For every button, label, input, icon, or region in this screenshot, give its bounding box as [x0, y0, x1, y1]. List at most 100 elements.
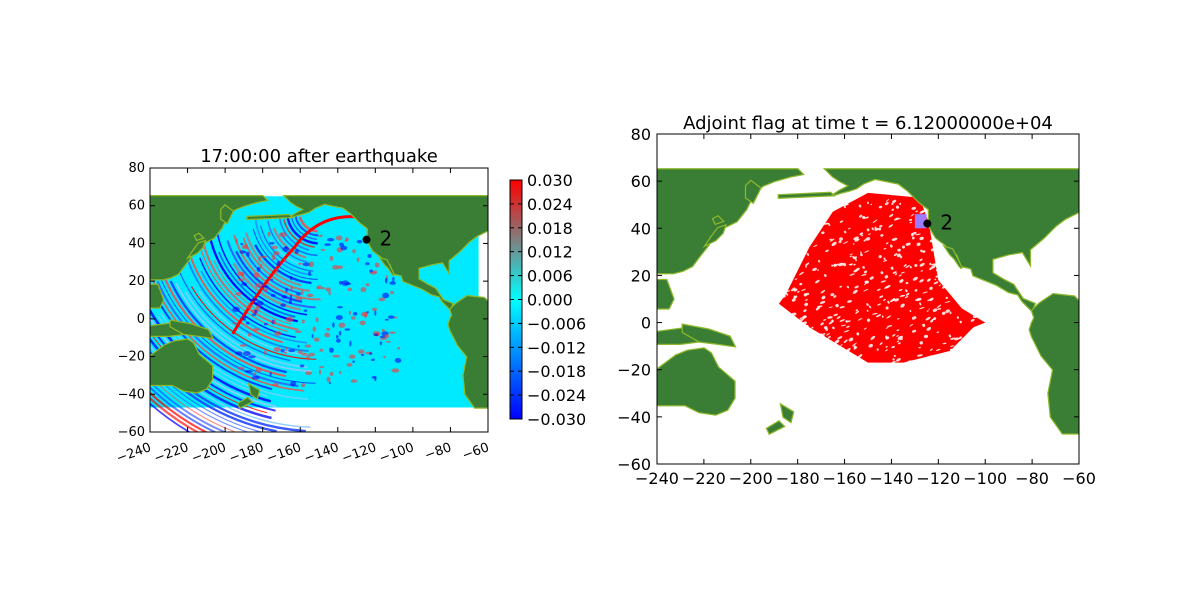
flag-gap [814, 349, 818, 353]
flag-gap [885, 349, 888, 352]
flag-gap [799, 282, 803, 286]
colorbar-tick-label: 0.006 [527, 267, 573, 286]
right-gauge-label: 2 [940, 211, 953, 235]
flag-gap [794, 335, 797, 338]
flag-gap [849, 273, 855, 276]
flag-gap [879, 342, 883, 345]
x-tick-label: −160 [823, 469, 867, 488]
left-gauge-label: 2 [380, 227, 393, 251]
colorbar-tick-label: −0.018 [527, 362, 586, 381]
wave-blob [251, 313, 257, 316]
flag-gap [912, 276, 918, 281]
flag-gap [799, 317, 802, 320]
wave-blob [326, 376, 331, 383]
flag-gap [878, 255, 882, 259]
flag-gap [801, 288, 806, 292]
flag-gap [823, 326, 828, 330]
wave-blob [253, 272, 260, 278]
land-mass-11 [781, 405, 793, 422]
land-mass-4 [706, 225, 725, 245]
flag-gap [809, 217, 815, 221]
wave-blob [391, 368, 400, 373]
flag-gap [868, 305, 872, 309]
wave-blob [349, 340, 352, 347]
wave-blob [321, 287, 325, 290]
wave-crest [198, 290, 308, 356]
flag-gap [784, 262, 788, 265]
flag-gap [955, 354, 959, 357]
wave-blob [253, 372, 257, 375]
flag-gap [947, 361, 951, 365]
flag-gap [890, 266, 894, 270]
flag-region [778, 192, 986, 363]
wave-blob [328, 290, 331, 296]
wave-blob [365, 283, 370, 287]
flag-gap [950, 337, 956, 340]
flag-gap [912, 329, 917, 333]
flag-gap [833, 295, 837, 298]
wave-crest [175, 282, 312, 373]
flag-gap [813, 244, 818, 248]
flag-gap [985, 310, 989, 312]
flag-gap [828, 223, 831, 227]
flag-gap [833, 199, 836, 202]
x-tick-label: −60 [1062, 469, 1096, 488]
flag-gap [794, 257, 798, 260]
wave-blob [335, 335, 339, 339]
land-mass-5 [195, 234, 203, 240]
flag-gap [919, 279, 924, 283]
land-mass-12 [238, 398, 252, 408]
wave-blob [389, 281, 396, 285]
flag-gap [806, 324, 809, 328]
wave-blob [397, 347, 401, 350]
wave-blob [248, 355, 256, 359]
wave-blob [344, 328, 351, 331]
wave-blob [272, 319, 277, 324]
colorbar-tick-label: 0.012 [527, 243, 573, 262]
wave-crest [200, 270, 307, 344]
flag-gap [919, 258, 923, 262]
flag-gap [857, 354, 863, 359]
land-mass-12 [767, 421, 784, 434]
wave-blob [289, 294, 292, 299]
flag-gap [935, 275, 941, 278]
wave-blob [304, 344, 312, 348]
flag-gap [820, 322, 824, 326]
flag-gap [905, 265, 910, 269]
wave-blob [359, 320, 366, 326]
colorbar-ticks: 0.030 0.024 0.018 0.012 0.006 0.000 −0.006 −0.0… [510, 171, 586, 429]
wave-crest [198, 241, 288, 332]
flag-gap [830, 293, 835, 297]
wave-blob [289, 275, 293, 281]
wave-blob [394, 357, 402, 363]
flag-gap [779, 281, 786, 285]
wave-blob [294, 297, 303, 301]
flag-gap [854, 238, 860, 242]
flag-gap [846, 300, 853, 303]
flag-gap [899, 294, 906, 297]
land-mass-10 [657, 348, 735, 415]
flag-gap [878, 227, 882, 231]
wave-crest [156, 280, 299, 388]
x-tick-label: −180 [776, 469, 820, 488]
flag-gap [801, 337, 804, 340]
wave-crest [260, 225, 314, 272]
wave-blob [232, 306, 240, 312]
y-tick-label: −40 [118, 387, 145, 402]
flag-gap [801, 315, 807, 319]
wave-blob [381, 328, 385, 332]
wave-blob [360, 311, 369, 317]
flag-gap [839, 285, 843, 288]
flag-gap [790, 312, 797, 316]
flag-gap [886, 315, 892, 319]
x-tick-label: −200 [729, 469, 773, 488]
flag-gap [974, 281, 979, 284]
flag-gap [800, 239, 806, 243]
flag-gap [863, 270, 868, 274]
flag-gap [866, 216, 869, 219]
wave-blob [312, 326, 317, 332]
land-mass-5 [713, 216, 723, 224]
left-map [150, 195, 488, 432]
wave-blob [336, 306, 343, 309]
wave-crest [232, 262, 301, 311]
